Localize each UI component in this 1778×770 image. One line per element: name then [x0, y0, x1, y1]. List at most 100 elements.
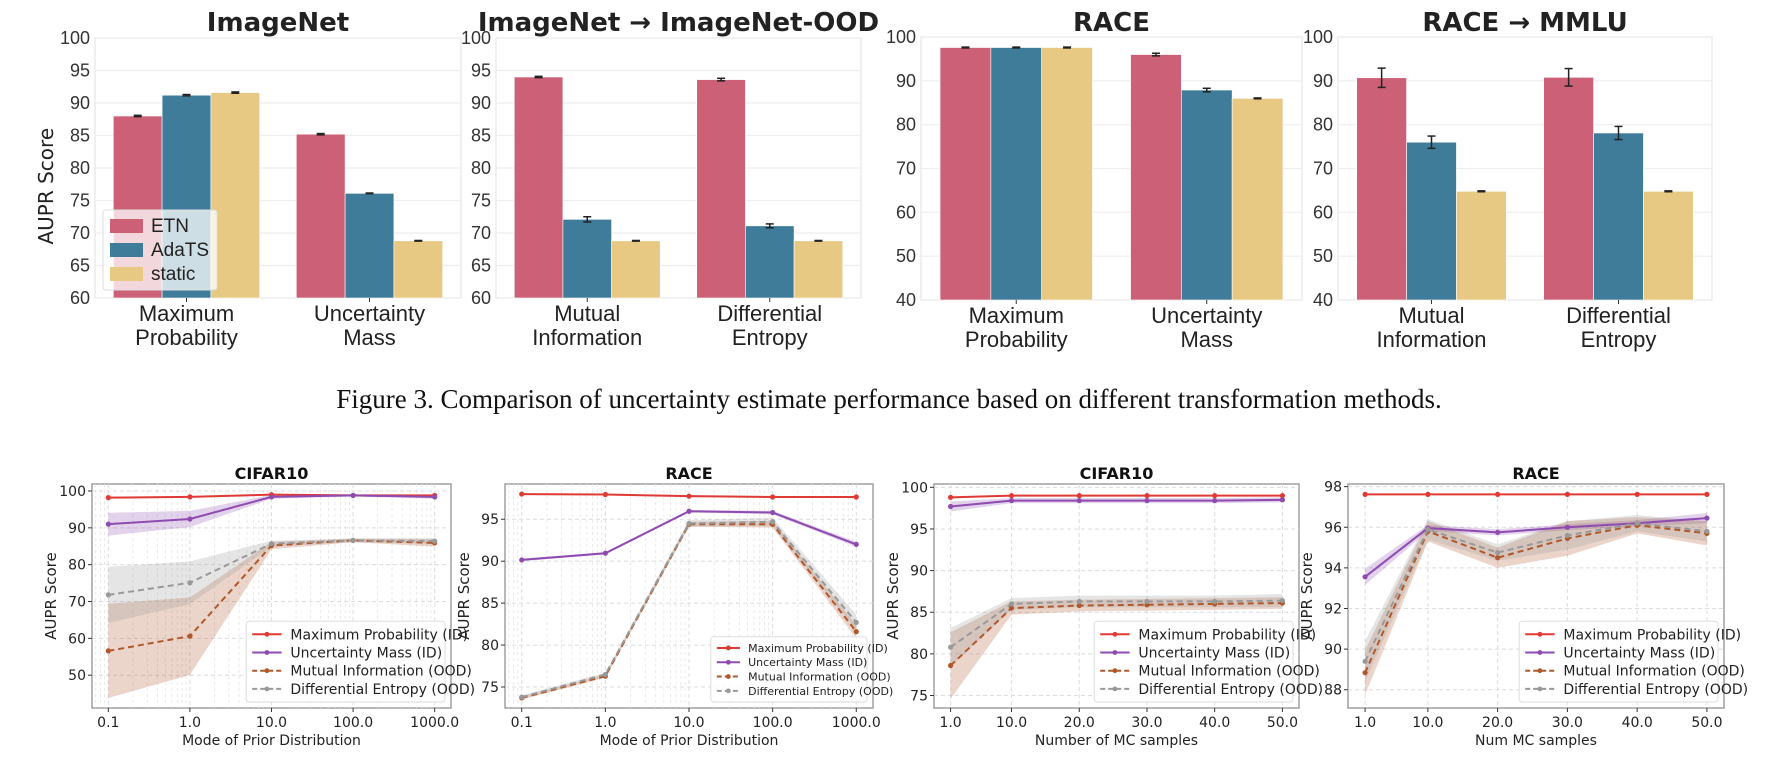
- legend-box: [1093, 620, 1294, 703]
- y-tick-label: 90: [471, 93, 491, 113]
- y-tick-label: 60: [68, 631, 86, 647]
- y-tick-label: 80: [1313, 115, 1333, 135]
- data-point: [350, 537, 356, 543]
- data-point: [1704, 528, 1710, 534]
- bar: [1406, 141, 1457, 301]
- x-tick-label: 30.0: [1131, 715, 1162, 731]
- data-point: [105, 495, 111, 501]
- y-tick-label: 100: [901, 480, 928, 496]
- legend-label: Maximum Probability (ID): [748, 642, 888, 655]
- y-tick-label: 50: [68, 668, 86, 684]
- y-tick-label: 90: [1313, 71, 1333, 91]
- data-point: [1495, 550, 1501, 556]
- data-point: [1144, 493, 1150, 499]
- x-axis-label: Mode of Prior Distribution: [600, 733, 779, 749]
- y-axis-label: AUPR Score: [42, 552, 60, 640]
- y-tick-label: 92: [1324, 601, 1342, 617]
- data-point: [853, 494, 859, 500]
- chart-title: RACE: [665, 464, 712, 483]
- data-point: [947, 644, 954, 650]
- data-point: [1425, 491, 1431, 497]
- x-tick-label: 20.0: [1064, 715, 1095, 731]
- x-tick-label: 40.0: [1199, 715, 1230, 731]
- data-point: [1076, 493, 1082, 499]
- legend-label: Mutual Information (OOD): [1563, 664, 1744, 680]
- legend-label: Uncertainty Mass (ID): [1563, 646, 1715, 662]
- data-point: [947, 662, 954, 669]
- y-tick-label: 95: [481, 512, 499, 528]
- data-point: [1634, 520, 1640, 526]
- y-tick-label: 80: [896, 115, 916, 135]
- x-tick-label: 50.0: [1691, 715, 1722, 731]
- legend-marker: [725, 659, 731, 665]
- confidence-band: [1365, 515, 1707, 682]
- data-point: [432, 494, 438, 500]
- data-point: [602, 671, 608, 678]
- data-point: [187, 516, 193, 522]
- data-point: [1008, 498, 1015, 504]
- y-tick-label: 90: [1324, 642, 1342, 658]
- data-point: [770, 509, 776, 516]
- legend-label: Uncertainty Mass (ID): [748, 656, 867, 669]
- data-point: [947, 503, 954, 510]
- series-line: [1364, 524, 1708, 674]
- chart-title: CIFAR10: [1080, 464, 1154, 483]
- y-tick-label: 65: [70, 256, 90, 276]
- confidence-band: [1365, 513, 1707, 585]
- series-line: [949, 602, 1283, 667]
- data-point: [1144, 498, 1150, 504]
- data-point: [1495, 491, 1501, 497]
- series-line: [950, 494, 1283, 499]
- bar: [1231, 98, 1284, 301]
- y-tick-label: 100: [886, 27, 916, 47]
- data-point: [1008, 605, 1015, 611]
- bar: [939, 47, 992, 301]
- data-point: [1212, 498, 1218, 504]
- x-tick-label: 0.1: [511, 715, 533, 731]
- y-tick-label: 75: [910, 689, 928, 705]
- data-point: [947, 494, 954, 500]
- x-tick-label: 1000.0: [832, 715, 881, 731]
- legend-label: Differential Entropy (OOD): [1138, 682, 1323, 698]
- y-tick-label: 85: [481, 596, 499, 612]
- x-tick-label: 1.0: [939, 715, 961, 731]
- y-tick-label: 70: [68, 595, 86, 611]
- chart-title: RACE → MMLU: [1422, 8, 1627, 38]
- bar: [1130, 54, 1182, 301]
- x-tick-label: 1.0: [179, 715, 201, 731]
- legend-swatch: [110, 243, 143, 257]
- category-label: Differential Entropy: [717, 301, 823, 350]
- data-point: [1279, 597, 1286, 604]
- data-point: [1076, 498, 1082, 504]
- y-tick-label: 80: [68, 558, 86, 574]
- x-axis-label: Mode of Prior Distribution: [182, 733, 361, 749]
- legend-marker: [264, 631, 270, 637]
- data-point: [187, 580, 193, 586]
- legend-label: Mutual Information (OOD): [1138, 664, 1319, 680]
- data-point: [105, 648, 111, 654]
- category-label: Mutual Information: [1376, 303, 1487, 352]
- data-point: [602, 550, 608, 556]
- legend-box: [710, 636, 868, 703]
- legend-label: Differential Entropy (OOD): [290, 682, 475, 698]
- confidence-band: [108, 538, 435, 699]
- y-axis-label: AUPR Score: [455, 552, 473, 640]
- legend-marker: [725, 688, 731, 694]
- data-point: [1564, 532, 1570, 538]
- x-tick-label: 10.0: [673, 715, 704, 731]
- legend-marker: [1112, 631, 1118, 637]
- data-point: [853, 629, 859, 635]
- bar: [1181, 89, 1233, 301]
- y-tick-label: 90: [68, 521, 86, 537]
- y-tick-label: 100: [59, 484, 86, 500]
- y-tick-label: 90: [70, 93, 90, 113]
- bar: [210, 92, 260, 299]
- bar: [990, 47, 1042, 301]
- category-label: Differential Entropy: [1566, 303, 1671, 352]
- x-tick-label: 30.0: [1552, 715, 1583, 731]
- data-point: [105, 521, 111, 527]
- y-tick-label: 90: [910, 564, 928, 580]
- y-tick-label: 96: [1324, 520, 1342, 536]
- y-tick-label: 65: [471, 256, 491, 276]
